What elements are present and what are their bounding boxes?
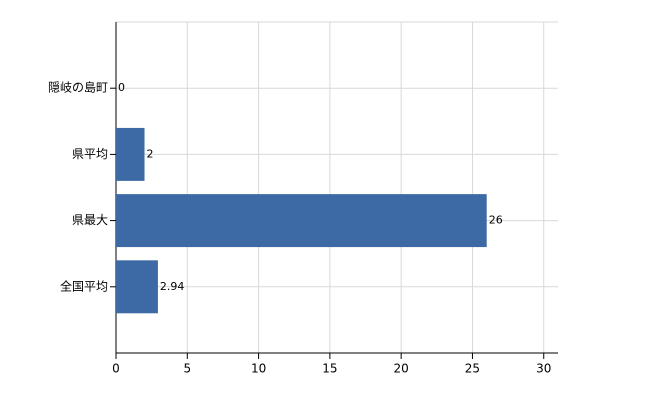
value-label: 0 [118, 81, 125, 94]
value-label: 2 [147, 147, 154, 160]
bar [116, 127, 145, 181]
y-tick-label: 隠岐の島町 [48, 80, 108, 95]
y-tick-label: 県平均 [72, 147, 108, 161]
value-label: 26 [489, 214, 503, 227]
x-tick-label: 5 [183, 362, 191, 376]
x-tick-label: 10 [251, 362, 266, 376]
y-tick-label: 県最大 [72, 213, 108, 227]
value-label: 2.94 [160, 280, 185, 293]
x-tick-label: 30 [536, 362, 551, 376]
x-tick-label: 20 [394, 362, 409, 376]
x-tick-label: 25 [465, 362, 480, 376]
x-tick-label: 15 [322, 362, 337, 376]
y-tick-label: 全国平均 [60, 278, 108, 293]
bar [116, 194, 487, 248]
bar [116, 260, 158, 314]
x-tick-label: 0 [112, 362, 120, 376]
